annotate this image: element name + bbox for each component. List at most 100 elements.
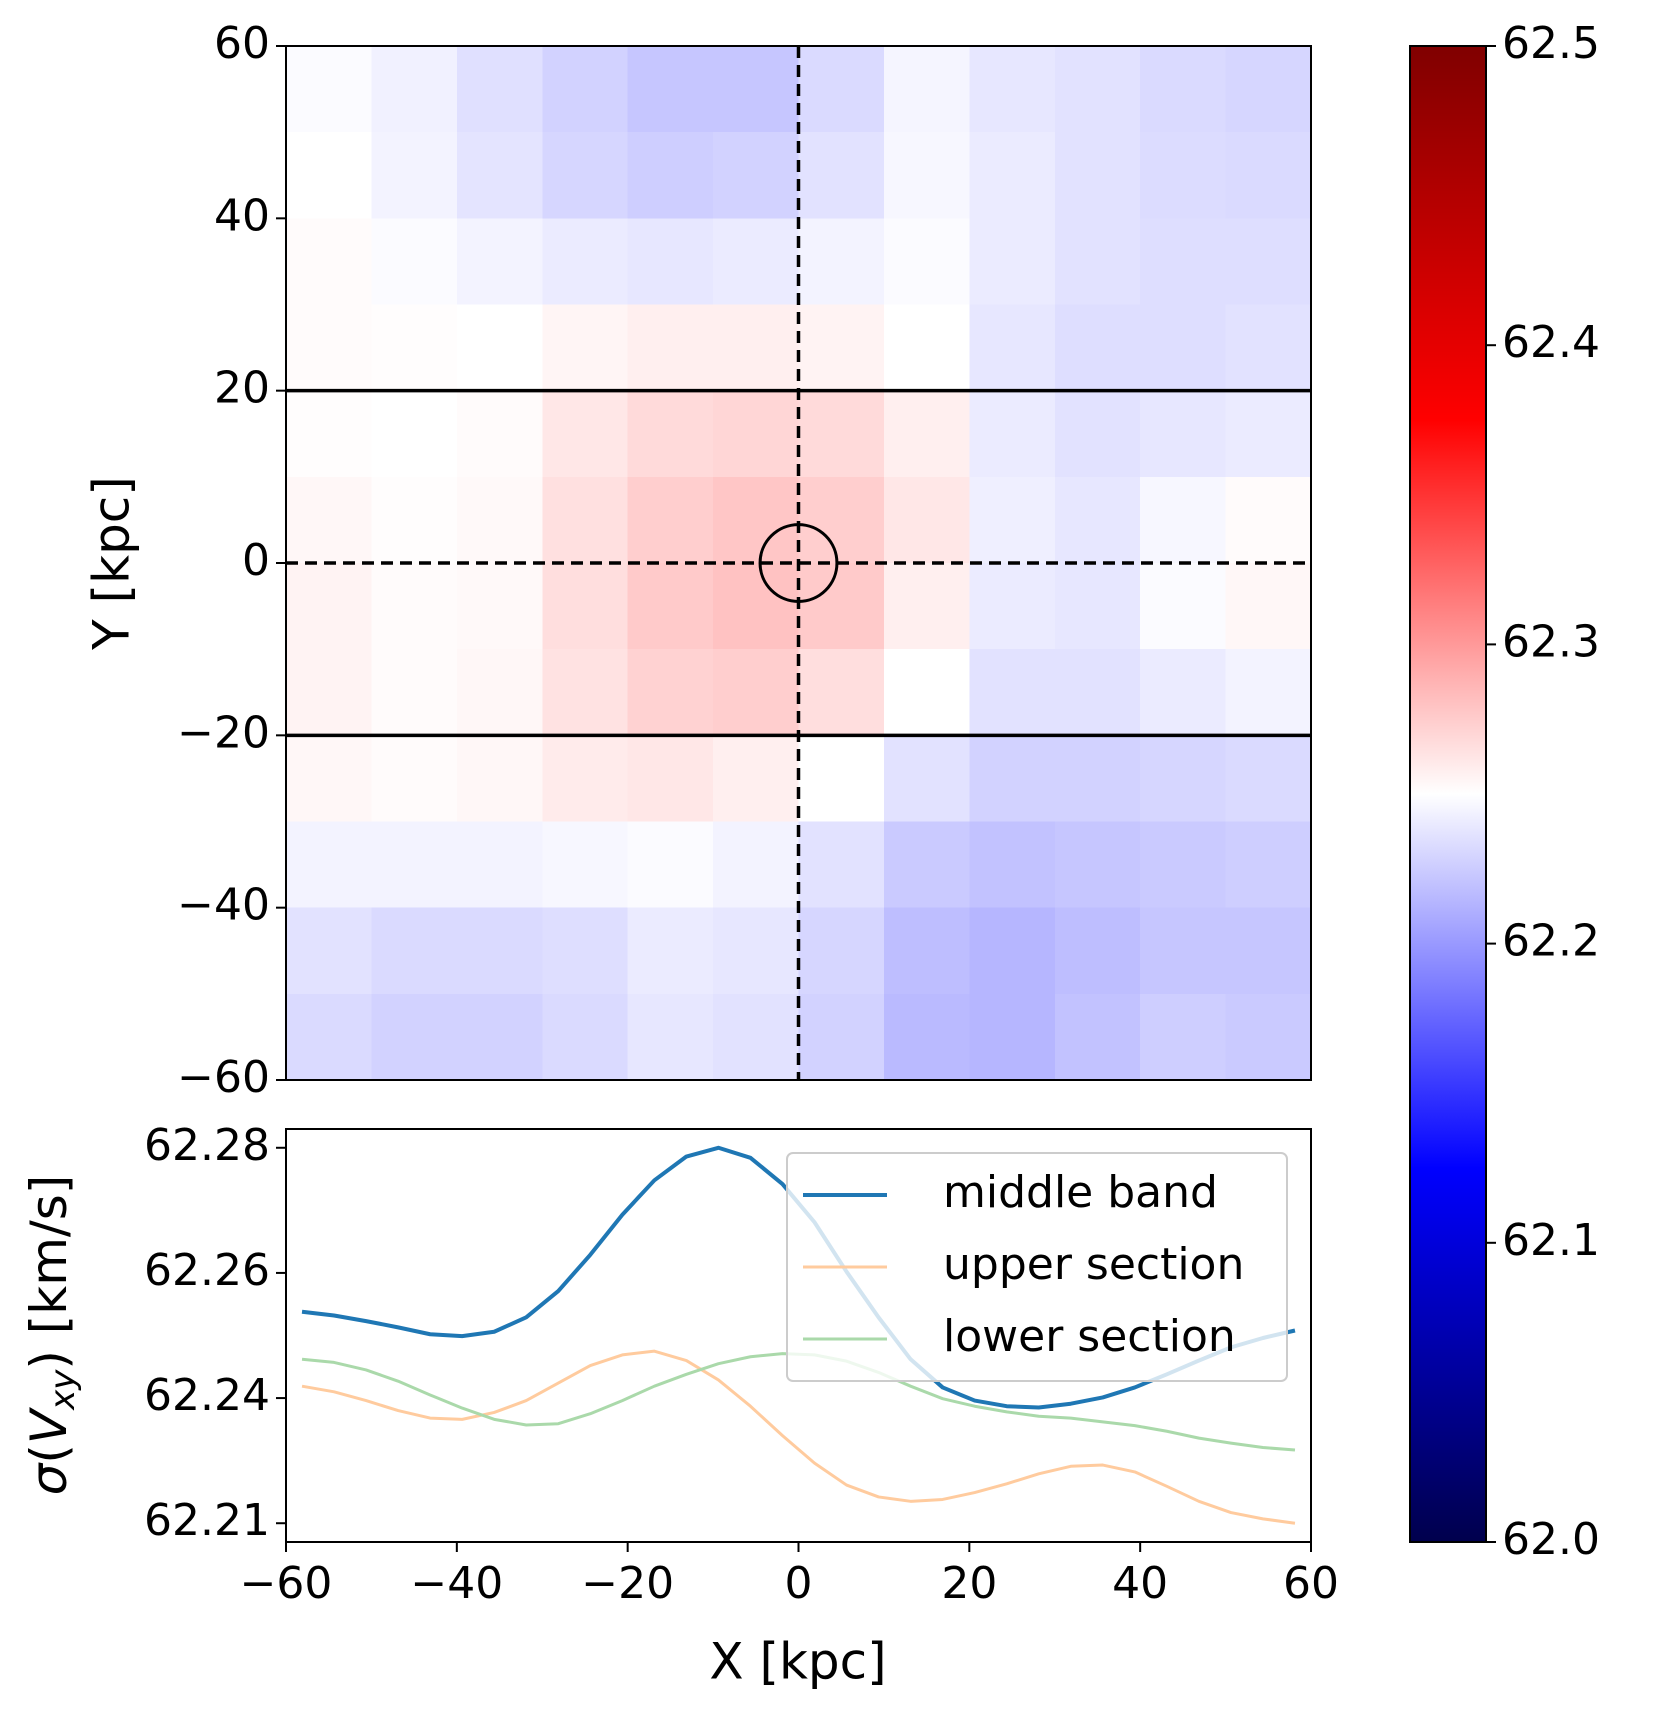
heatmap-cell xyxy=(1054,218,1141,305)
y-axis-label: σ(Vxy) [km/s] xyxy=(20,1175,83,1496)
heatmap-cell xyxy=(371,476,458,564)
heatmap-cell xyxy=(883,304,970,392)
heatmap-cell xyxy=(286,46,372,133)
heatmap-cell xyxy=(286,476,372,564)
x-tick-label: −20 xyxy=(581,1558,674,1609)
heatmap-cell xyxy=(371,907,458,995)
heatmap-cell xyxy=(371,821,458,909)
heatmap-cell xyxy=(1140,218,1227,305)
heatmap-cell xyxy=(1054,907,1141,995)
heatmap-cell xyxy=(1140,132,1227,219)
heatmap-cell xyxy=(286,993,372,1081)
heatmap-cell xyxy=(1140,563,1227,650)
heatmap-cell xyxy=(969,993,1056,1081)
heatmap-cell xyxy=(627,218,714,305)
heatmap-cell xyxy=(456,304,543,392)
heatmap-cell xyxy=(1140,304,1227,392)
y-tick-label: 62.28 xyxy=(144,1120,270,1171)
heatmap-cell xyxy=(542,907,629,995)
heatmap-cell xyxy=(969,46,1056,133)
heatmap-cell xyxy=(713,218,799,305)
heatmap-cell xyxy=(286,735,372,822)
heatmap-cell xyxy=(713,735,799,822)
heatmap-cell xyxy=(1054,821,1141,909)
colorbar-tick-label: 62.1 xyxy=(1502,1215,1600,1266)
y-tick-label: 62.26 xyxy=(144,1245,270,1296)
heatmap-cell xyxy=(1054,735,1141,822)
heatmap-cell xyxy=(1140,46,1227,133)
heatmap-cell xyxy=(798,390,885,478)
heatmap-cell xyxy=(627,476,714,564)
heatmap-cell xyxy=(883,735,970,822)
heatmap-cell xyxy=(798,907,885,995)
heatmap-cell xyxy=(883,46,970,133)
heatmap-cell xyxy=(371,304,458,392)
legend-label: upper section xyxy=(943,1239,1244,1290)
y-tick-label: 60 xyxy=(214,18,270,69)
heatmap-cell xyxy=(1225,993,1312,1081)
heatmap-cell xyxy=(969,390,1056,478)
heatmap-cell xyxy=(883,907,970,995)
label-part: xy xyxy=(43,1369,83,1411)
heatmap-cell xyxy=(456,993,543,1081)
heatmap-cell xyxy=(798,821,885,909)
heatmap-cell xyxy=(542,563,629,650)
colorbar-tick-label: 62.2 xyxy=(1502,916,1600,967)
heatmap-cell xyxy=(1054,46,1141,133)
y-axis-label: Y [kpc] xyxy=(83,476,141,651)
heatmap-cell xyxy=(456,563,543,650)
heatmap-cell xyxy=(542,390,629,478)
heatmap-cell xyxy=(286,218,372,305)
heatmap-cell xyxy=(713,390,799,478)
heatmap-cell xyxy=(798,649,885,736)
label-part: ) [km/s] xyxy=(20,1175,78,1370)
heatmap-cell xyxy=(798,476,885,564)
heatmap-cell xyxy=(286,304,372,392)
heatmap-cell xyxy=(1054,649,1141,736)
series-line xyxy=(301,1349,1296,1525)
heatmap-cell xyxy=(1225,46,1312,133)
legend-box xyxy=(786,1152,1288,1382)
heatmap-cell xyxy=(1140,993,1227,1081)
heatmap-cell xyxy=(883,563,970,650)
x-tick-label: 20 xyxy=(941,1558,997,1609)
heatmap-cell xyxy=(1054,390,1141,478)
heatmap-cell xyxy=(627,132,714,219)
heatmap-cell xyxy=(627,907,714,995)
heatmap-cell xyxy=(1140,821,1227,909)
y-tick-label: −20 xyxy=(177,707,270,758)
heatmap-cell xyxy=(371,563,458,650)
colorbar xyxy=(1409,45,1487,1543)
heatmap-cell xyxy=(286,821,372,909)
heatmap-cell xyxy=(286,563,372,650)
colorbar-tick-label: 62.3 xyxy=(1502,616,1600,667)
heatmap-cell xyxy=(456,46,543,133)
heatmap-cell xyxy=(1225,218,1312,305)
heatmap-cell xyxy=(1054,304,1141,392)
label-part: ( xyxy=(20,1444,78,1464)
heatmap-cell xyxy=(1225,390,1312,478)
heatmap-cell xyxy=(286,390,372,478)
heatmap-cell xyxy=(1225,563,1312,650)
heatmap-cell xyxy=(1225,476,1312,564)
y-tick-label: −60 xyxy=(177,1052,270,1103)
heatmap-cell xyxy=(713,46,799,133)
x-tick-label: 40 xyxy=(1112,1558,1168,1609)
heatmap-cell xyxy=(456,132,543,219)
heatmap-cell xyxy=(286,132,372,219)
heatmap-cell xyxy=(969,218,1056,305)
heatmap-cell xyxy=(1225,821,1312,909)
heatmap-cell xyxy=(883,476,970,564)
heatmap-cell xyxy=(713,563,799,650)
heatmap-cell xyxy=(371,46,458,133)
heatmap-cell xyxy=(286,649,372,736)
heatmap-cell xyxy=(713,304,799,392)
x-tick-label: 0 xyxy=(785,1558,813,1609)
heatmap-cell xyxy=(542,649,629,736)
heatmap-cell xyxy=(371,390,458,478)
label-part: σ xyxy=(20,1462,78,1495)
heatmap-cell xyxy=(371,735,458,822)
heatmap-cell xyxy=(627,563,714,650)
heatmap-cell xyxy=(1140,649,1227,736)
